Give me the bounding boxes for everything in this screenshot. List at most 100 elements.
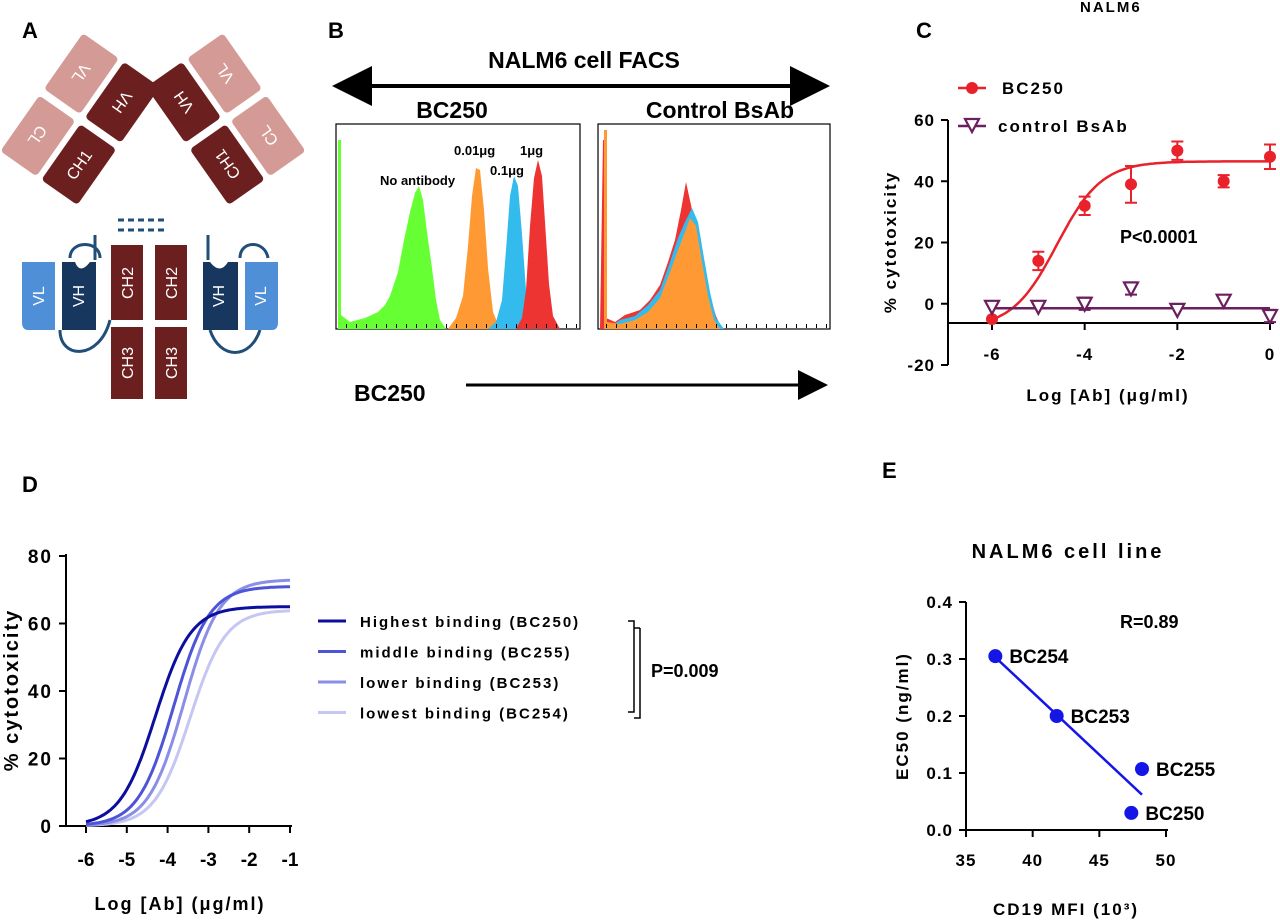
legend-d-bracket-bottom <box>628 706 635 713</box>
legend-d-label: lower binding (BC253) <box>360 675 560 692</box>
peak-label-1ug: 1μg <box>520 143 543 158</box>
chart-c-point-control <box>1261 308 1279 326</box>
chart-d-ytick-label: 40 <box>28 682 53 703</box>
linker-bottom-right <box>208 329 262 354</box>
legend-d-bracket-top <box>628 620 635 628</box>
chart-c-ylabel: % cytotoxicity <box>881 171 900 313</box>
chart-d-xtick-label: -2 <box>241 850 258 871</box>
chart-c-point-control <box>1075 296 1094 314</box>
chart-c-point-control <box>1029 299 1048 317</box>
chart-e-point-label: BC250 <box>1145 804 1204 825</box>
antibody-schematic: VH CH1 VL CL VH CH1 VL CL CH2 CH2 CH3 CH… <box>1 34 305 399</box>
domain-label-ch2: CH2 <box>120 267 137 299</box>
domain-label-vh: VH <box>71 285 88 307</box>
chart-e-pvalue: R=0.89 <box>1120 612 1179 632</box>
chart-d-ytick-label: 0 <box>40 817 53 838</box>
chart-c-point-bc250 <box>1264 150 1276 163</box>
linker-right <box>206 235 270 260</box>
scfv-right-vh <box>203 262 238 330</box>
chart-d-curve <box>85 585 291 826</box>
facs-left-title: BC250 <box>416 97 488 123</box>
domain-label-ch3: CH3 <box>164 347 181 379</box>
scfv-left-vl <box>22 262 55 330</box>
chart-e-fit-line <box>994 656 1143 796</box>
chart-c-xtick-label: -4 <box>1076 345 1093 364</box>
chart-c-pvalue: P<0.0001 <box>1120 227 1198 247</box>
chart-c-top-text: NALM6 <box>1080 0 1142 16</box>
chart-e-ytick-label: 0.3 <box>926 650 953 669</box>
chart-e-point <box>1124 805 1139 820</box>
legend-d-label: Highest binding (BC250) <box>360 614 580 631</box>
panel-label-a: A <box>22 18 38 43</box>
legend-c-label-bc250: BC250 <box>1002 79 1065 98</box>
chart-e-point <box>1135 762 1149 777</box>
scfv-left-vh <box>62 262 96 330</box>
histogram-control-orange <box>604 130 720 329</box>
chart-c-point-bc250 <box>1171 144 1184 157</box>
chart-d-xtick-label: -3 <box>200 850 217 871</box>
scfv-right-vl <box>245 262 278 330</box>
panel-label-d: D <box>22 472 38 497</box>
chart-c-xlabel: Log [Ab] (μg/ml) <box>1026 386 1189 405</box>
ch2-right <box>155 245 187 320</box>
panel-label-e: E <box>882 458 897 483</box>
chart-e-point-label: BC255 <box>1156 760 1216 781</box>
chart-e-xtick-label: 50 <box>1156 851 1177 870</box>
chart-c-ytick-label: 40 <box>914 172 935 191</box>
chart-c-point-bc250 <box>1032 254 1045 267</box>
chart-d-xlabel: Log [Ab] (μg/ml) <box>95 894 266 914</box>
chart-e-xtick-label: 40 <box>1022 851 1043 870</box>
chart-c-point-bc250 <box>1078 199 1091 212</box>
ch3-right <box>155 327 187 399</box>
chart-d-xtick-label: -1 <box>282 850 299 871</box>
chart-e: NALM6 cell line 0.0 0.1 0.2 0.3 0.4 35 40 45 50… <box>893 541 1216 919</box>
domain-label-ch3: CH3 <box>120 347 137 379</box>
chart-e-point-label: BC253 <box>1071 707 1130 728</box>
histogram-0-1ug <box>488 176 538 329</box>
chart-d-ylabel: % cytotoxicity <box>1 609 23 771</box>
chart-c-point-control <box>983 299 1001 317</box>
chart-e-ytick-label: 0.4 <box>926 593 953 612</box>
chart-e-xlabel: CD19 MFI (10³) <box>993 900 1139 919</box>
ch2-left <box>111 245 143 320</box>
chart-c-ytick-label: 60 <box>914 111 935 130</box>
chart-e-xtick-label: 45 <box>1089 851 1110 870</box>
chart-d-curve <box>85 605 290 824</box>
chart-d-curve <box>85 609 291 827</box>
legend-d-bracket <box>633 627 641 719</box>
facs-right-title: Control BsAb <box>646 97 794 123</box>
chart-e-ytick-label: 0.0 <box>926 821 953 840</box>
chart-d: 0 20 40 60 80 -6 -5 -4 -3 -2 -1 % cytotoxicity Lo… <box>1 547 719 914</box>
linker-left <box>68 235 102 260</box>
peak-label-0-1ug: 0.1μg <box>490 163 524 178</box>
linker-bottom-left <box>58 319 112 353</box>
chart-d-xtick-label: -5 <box>118 850 135 871</box>
panel-label-c: C <box>916 18 932 43</box>
chart-c-ytick-label: 20 <box>914 234 935 253</box>
chart-c-point-control <box>1168 302 1187 320</box>
chart-d-curve <box>85 578 291 827</box>
domain-label-ch2: CH2 <box>164 267 181 299</box>
histogram-0-01ug <box>448 168 500 329</box>
facs-right-box <box>597 123 831 330</box>
peak-label-no-antibody: No antibody <box>380 173 456 188</box>
chart-d-pvalue: P=0.009 <box>651 661 719 681</box>
chart-c-point-bc250 <box>1125 178 1137 191</box>
chart-e-point-label: BC254 <box>1009 647 1069 668</box>
chart-c-xtick-label: 0 <box>1265 345 1275 364</box>
chart-c-xtick-label: -2 <box>1169 345 1186 364</box>
chart-c-point-bc250 <box>1217 175 1230 188</box>
chart-e-ytick-label: 0.1 <box>926 764 953 783</box>
legend-c-label-control: control BsAb <box>998 117 1129 136</box>
histogram-no-antibody <box>338 140 446 329</box>
peak-label-0-01ug: 0.01μg <box>454 143 495 158</box>
chart-c-point-control <box>1122 281 1140 298</box>
chart-d-ytick-label: 80 <box>28 547 53 568</box>
chart-d-xtick-label: -6 <box>78 850 95 871</box>
chart-d-ytick-label: 60 <box>28 615 53 636</box>
panel-label-b: B <box>328 18 344 43</box>
chart-c-point-bc250 <box>986 313 998 326</box>
chart-e-title: NALM6 cell line <box>972 541 1165 563</box>
